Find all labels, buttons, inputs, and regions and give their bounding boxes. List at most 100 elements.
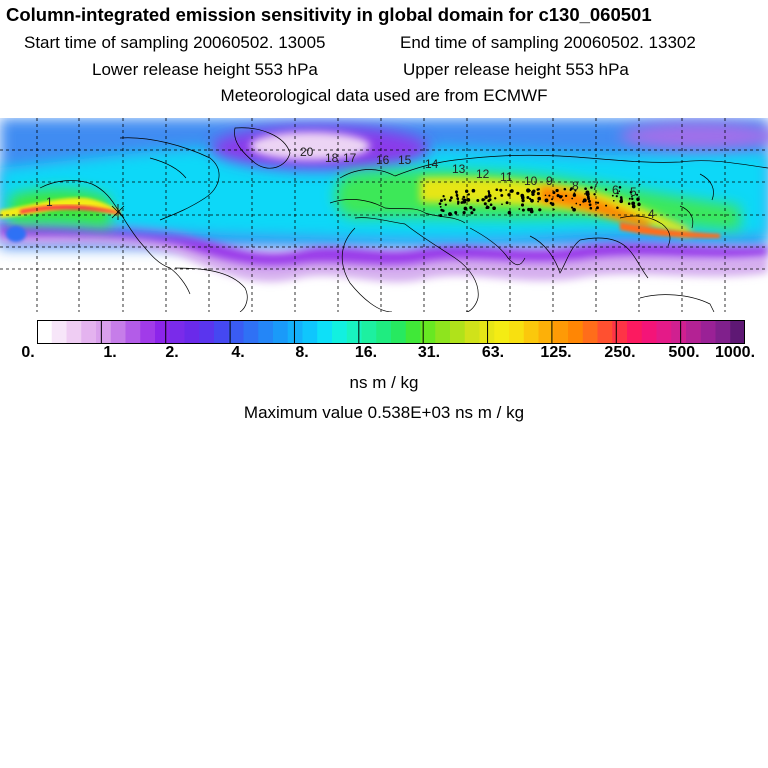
particle-dot [594, 201, 598, 204]
trajectory-label: 16 [376, 153, 390, 167]
particle-dot [589, 206, 593, 210]
particle-dot [571, 206, 574, 209]
particle-dot [631, 204, 636, 209]
particle-dot [579, 203, 582, 206]
particle-dot [469, 206, 473, 210]
particle-dot [575, 202, 578, 205]
met-data-label: Meteorological data used are from ECMWF [220, 86, 548, 105]
particle-dot [585, 192, 590, 197]
plot-title: Column-integrated emission sensitivity i… [6, 4, 652, 25]
colorbar-swatch [700, 320, 716, 344]
end-time-label: End time of sampling 20060502. 13302 [400, 33, 696, 52]
particle-dot [536, 192, 540, 196]
colorbar-swatch [523, 320, 539, 344]
colorbar-swatch [273, 320, 289, 344]
particle-dot [500, 193, 504, 197]
colorbar-swatch [317, 320, 333, 344]
release-location-marker [111, 204, 125, 220]
colorbar-swatch [96, 320, 112, 344]
particle-dot [605, 204, 608, 207]
colorbar-swatch [582, 320, 598, 344]
particle-dot [518, 208, 521, 210]
colorbar-swatch [641, 320, 657, 344]
particle-dot [571, 197, 574, 200]
particle-dot [492, 206, 496, 211]
trajectory-label: 7 [592, 179, 599, 193]
particle-dot [561, 195, 563, 198]
colorbar-swatch [612, 320, 628, 344]
colorbar-swatch [184, 320, 200, 344]
maximum-value-label: Maximum value 0.538E+03 ns m / kg [243, 403, 525, 422]
particle-dot [438, 202, 442, 206]
particle-dot [466, 197, 471, 202]
particle-dot [548, 194, 551, 197]
colorbar-swatch [656, 320, 672, 344]
particle-dot [531, 208, 534, 211]
particle-dot [457, 198, 459, 201]
particle-dot [615, 195, 618, 198]
trajectory-labels: 1 20 18 17 16 15 14 13 12 11 10 9 8 7 6 54 [46, 145, 655, 221]
colorbar-swatch [199, 320, 215, 344]
colorbar-swatch [140, 320, 156, 344]
particle-dot [590, 186, 593, 189]
colorbar-swatch [391, 320, 407, 344]
colorbar-swatch [287, 320, 303, 344]
particle-dot [574, 189, 577, 192]
colorbar-swatch [110, 320, 126, 344]
particle-dot [538, 208, 542, 212]
particle-dot [611, 194, 614, 197]
sensitivity-map: 1 20 18 17 16 15 14 13 12 11 10 9 8 7 6 54 [0, 118, 768, 312]
particle-dot [555, 188, 559, 193]
trajectory-label: 5 [630, 185, 637, 199]
colorbar-tick-label: 2. [165, 344, 179, 361]
particle-dot [495, 188, 499, 192]
colorbar-swatch [169, 320, 185, 344]
colorbar-tick-label: 31. [417, 344, 441, 361]
particle-dot [450, 196, 453, 200]
particle-dot [463, 198, 467, 203]
colorbar-swatch [302, 320, 318, 344]
particle-dot [536, 188, 539, 191]
particle-dot [516, 191, 520, 195]
particle-dot [483, 202, 487, 206]
particle-dot [481, 198, 485, 202]
colorbar-swatch [214, 320, 230, 344]
particle-dot [537, 197, 541, 201]
colorbar-swatch [243, 320, 259, 344]
particle-dot [631, 195, 633, 198]
particle-dot [489, 203, 493, 207]
map-graticule [0, 118, 768, 312]
particle-dot [604, 188, 608, 191]
particle-dot [507, 193, 511, 197]
particle-dot [588, 203, 592, 207]
particle-dot [612, 199, 615, 202]
particle-dot [526, 196, 530, 199]
particle-dot [544, 198, 549, 203]
particle-dot [638, 183, 641, 186]
colorbar-swatch [405, 320, 421, 344]
colorbar-swatch [361, 320, 377, 344]
particle-dot [501, 203, 503, 206]
colorbar-swatch [332, 320, 348, 344]
particle-dot [587, 197, 591, 201]
map-coastlines [39, 127, 768, 312]
sensitivity-field [0, 118, 768, 283]
particle-dot [484, 196, 488, 199]
particle-dot [507, 210, 512, 215]
particle-dot [454, 212, 457, 215]
particle-dot [483, 198, 486, 201]
lower-release-height-label: Lower release height 553 hPa [92, 60, 318, 79]
colorbar-swatch [568, 320, 584, 344]
particle-dot [569, 188, 572, 192]
colorbar-tick-label: 500. [668, 344, 700, 361]
trajectory-label: 15 [398, 153, 412, 167]
particle-dot [456, 195, 459, 198]
colorbar-swatch [435, 320, 451, 344]
colorbar-tick-label: 4. [231, 344, 245, 361]
particle-dot [627, 202, 631, 205]
colorbar-tick-label: 8. [295, 344, 309, 361]
particle-dot [448, 212, 452, 217]
particle-dot [448, 199, 452, 202]
colorbar-tick-label: 1. [103, 344, 117, 361]
colorbar-tick-label: 16. [354, 344, 378, 361]
